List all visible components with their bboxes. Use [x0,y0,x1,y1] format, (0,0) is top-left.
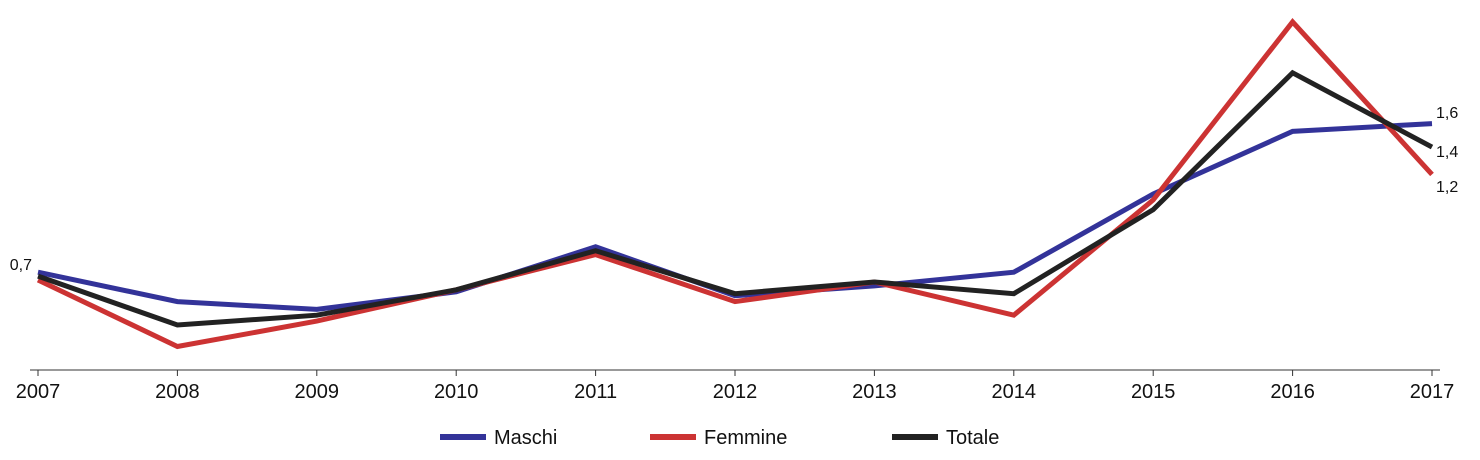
legend: Maschi Femmine Totale [440,427,999,449]
x-tick-label-2014: 2014 [992,381,1037,403]
x-tick-label-2016: 2016 [1270,381,1315,403]
series-line-totale [37,69,1434,328]
data-labels: 0,7 1,6 1,4 1,2 [10,105,1459,274]
x-tick-label-2015: 2015 [1131,381,1176,403]
series-line-femmine [36,18,1434,350]
x-tick-label-2008: 2008 [155,381,200,403]
data-label-maschi-2007: 0,7 [10,257,32,274]
data-label-femmine-2017: 1,2 [1436,179,1458,196]
x-tick-label-2013: 2013 [852,381,897,403]
x-axis: 2007 2008 2009 2010 2011 2012 2013 2014 2015 2016… [16,369,1455,403]
legend-label-maschi: Maschi [494,427,557,449]
data-label-maschi-2017: 1,6 [1436,105,1458,122]
x-tick-label-2012: 2012 [713,381,758,403]
data-label-totale-2017: 1,4 [1436,144,1458,161]
x-tick-label-2017: 2017 [1410,381,1455,403]
x-tick-label-2010: 2010 [434,381,479,403]
x-tick-label-2009: 2009 [295,381,340,403]
legend-label-femmine: Femmine [704,427,787,449]
legend-label-totale: Totale [946,427,999,449]
x-tick-label-2011: 2011 [574,381,617,403]
series-lines [36,18,1434,350]
series-line-maschi [37,121,1433,312]
x-tick-label-2007: 2007 [16,381,61,403]
